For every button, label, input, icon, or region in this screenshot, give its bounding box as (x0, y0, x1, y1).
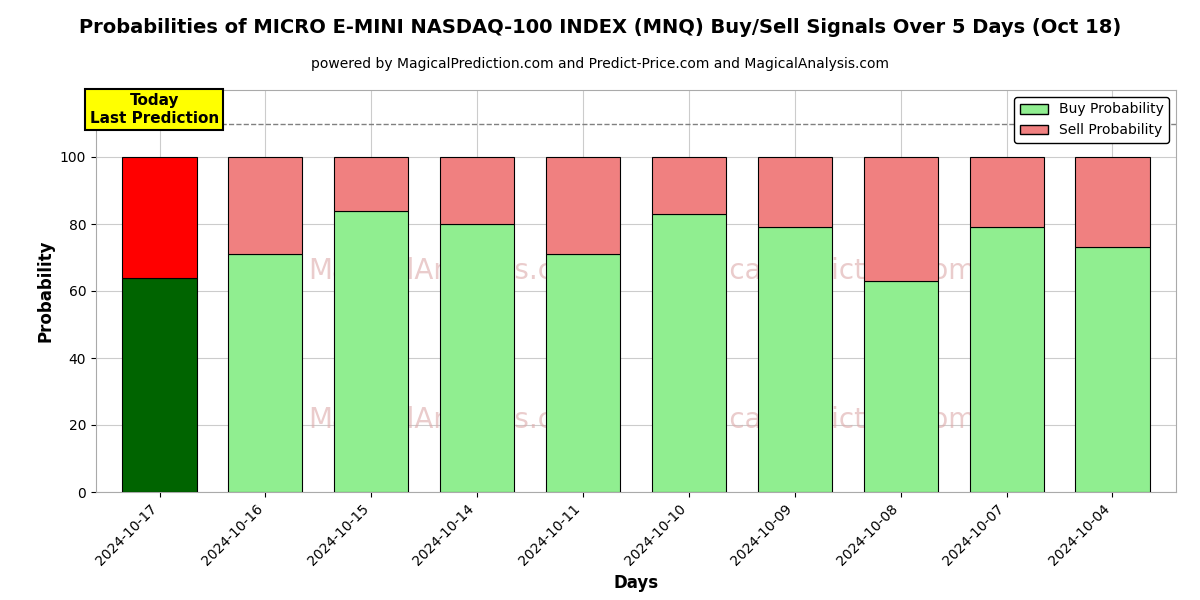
Legend: Buy Probability, Sell Probability: Buy Probability, Sell Probability (1014, 97, 1169, 143)
Bar (335, 157, 408, 211)
Text: powered by MagicalPrediction.com and Predict-Price.com and MagicalAnalysis.com: powered by MagicalPrediction.com and Pre… (311, 57, 889, 71)
Bar (122, 278, 197, 492)
Bar (122, 157, 197, 278)
Bar (546, 157, 620, 254)
Bar (652, 157, 726, 214)
Text: MagicalAnalysis.com: MagicalAnalysis.com (308, 406, 596, 434)
Bar (864, 281, 937, 492)
Bar (757, 227, 832, 492)
Text: Today
Last Prediction: Today Last Prediction (90, 94, 218, 126)
Text: MagicalAnalysis.com: MagicalAnalysis.com (308, 257, 596, 285)
Text: MagicalPrediction.com: MagicalPrediction.com (664, 257, 976, 285)
Bar (652, 214, 726, 492)
Bar (970, 227, 1044, 492)
Bar (335, 211, 408, 492)
Bar (970, 157, 1044, 227)
Bar (546, 254, 620, 492)
Bar (440, 157, 515, 224)
X-axis label: Days: Days (613, 574, 659, 592)
Bar (1075, 247, 1150, 492)
Text: MagicalPrediction.com: MagicalPrediction.com (664, 406, 976, 434)
Bar (757, 157, 832, 227)
Bar (228, 157, 302, 254)
Bar (1075, 157, 1150, 247)
Bar (864, 157, 937, 281)
Text: Probabilities of MICRO E-MINI NASDAQ-100 INDEX (MNQ) Buy/Sell Signals Over 5 Day: Probabilities of MICRO E-MINI NASDAQ-100… (79, 18, 1121, 37)
Bar (440, 224, 515, 492)
Y-axis label: Probability: Probability (36, 240, 54, 342)
Bar (228, 254, 302, 492)
